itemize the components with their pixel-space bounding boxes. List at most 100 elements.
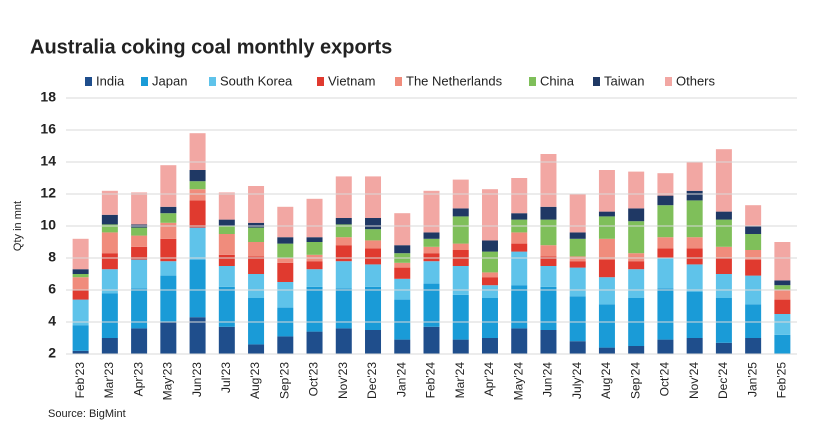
bar-segment [481, 272, 498, 278]
legend-label: India [96, 73, 125, 88]
bar-segment [686, 190, 703, 201]
bar-segment [686, 248, 703, 265]
bar-segment [540, 206, 557, 220]
x-tick-label: Apr'23 [131, 362, 145, 397]
x-tick-label: Nov'24 [687, 362, 701, 399]
bar-segment [131, 259, 148, 289]
bar-segment [715, 246, 732, 258]
bar-segment [569, 256, 586, 262]
legend-label: Vietnam [328, 73, 375, 88]
bar-segment [423, 246, 440, 254]
bar-segment [335, 237, 352, 246]
bar-segment [452, 216, 469, 244]
x-tick-label: Oct'24 [658, 362, 672, 397]
bar-segment [511, 285, 528, 329]
bar-segment [394, 213, 411, 246]
plot-area [72, 133, 791, 354]
bar-segment [686, 291, 703, 338]
bar-segment [628, 208, 645, 222]
y-axis-label: Qty in mnt [12, 201, 24, 251]
bar-segment [160, 261, 177, 276]
bar-segment [774, 334, 791, 354]
bar-segment [218, 234, 235, 255]
bar-segment [72, 277, 89, 290]
y-tick-label: 18 [40, 89, 56, 105]
bar-segment [306, 331, 323, 354]
x-tick-label: Oct'23 [307, 362, 321, 397]
bar-segment [101, 190, 118, 215]
bar-segment [715, 258, 732, 274]
x-tick-label: Sep'23 [277, 362, 291, 399]
bar-segment [745, 205, 762, 226]
bar-segment [218, 326, 235, 354]
bar-segment [72, 299, 89, 326]
y-tick-label: 16 [40, 121, 56, 137]
bar-segment [335, 218, 352, 225]
bar-segment [511, 232, 528, 244]
bar-segment [72, 290, 89, 300]
bar-segment [335, 261, 352, 289]
bar-segment [335, 288, 352, 329]
bar-segment [715, 149, 732, 212]
bar-segment [248, 242, 265, 257]
bar-segment [101, 253, 118, 270]
bar-segment [248, 274, 265, 298]
bar-segment [423, 283, 440, 327]
bar-segment [248, 256, 265, 274]
bar-segment [481, 251, 498, 273]
x-tick-label: Apr'24 [482, 362, 496, 397]
bar-segment [745, 250, 762, 260]
bar-segment [277, 237, 294, 244]
bar-segment [511, 243, 528, 252]
bar-segment [394, 339, 411, 354]
bar-segment [335, 224, 352, 238]
bar-segment [306, 237, 323, 242]
bar-segment [160, 206, 177, 214]
bar-segment [423, 238, 440, 247]
legend-swatch [395, 77, 402, 86]
bar-segment [218, 219, 235, 226]
bar-segment [481, 298, 498, 338]
bar-segment [277, 282, 294, 308]
bar-segment [715, 211, 732, 220]
bar-segment [306, 261, 323, 270]
bar-segment [452, 266, 469, 295]
x-tick-label: Feb'24 [424, 362, 438, 399]
bar-segment [452, 294, 469, 340]
x-tick-label: Jun'23 [190, 362, 204, 397]
bar-segment [686, 338, 703, 354]
bar-segment [335, 176, 352, 218]
x-tick-label: Mar'24 [453, 362, 467, 399]
bar-segment [511, 213, 528, 220]
bar-segment [101, 338, 118, 354]
bar-segment [218, 266, 235, 287]
bar-segment [569, 296, 586, 342]
y-tick-label: 8 [48, 249, 56, 265]
bar-segment [774, 299, 791, 314]
bar-segment [628, 346, 645, 354]
bar-segment [628, 269, 645, 298]
bar-segment [452, 208, 469, 217]
bar-segment [423, 261, 440, 284]
bar-segment [774, 290, 791, 300]
y-tick-label: 14 [40, 153, 56, 169]
legend-swatch [593, 77, 600, 86]
bar-segment [160, 275, 177, 322]
bar-segment [394, 299, 411, 340]
bar-segment [423, 232, 440, 239]
x-tick-label: Aug'24 [599, 362, 613, 399]
bar-segment [598, 170, 615, 212]
bar-segment [540, 256, 557, 266]
bar-segment [569, 341, 586, 354]
bar-segment [598, 216, 615, 239]
x-tick-label: Jan'24 [394, 362, 408, 397]
bar-segment [218, 192, 235, 220]
bar-segment [628, 261, 645, 270]
x-tick-label: Sep'24 [628, 362, 642, 399]
x-tick-label: July'24 [570, 362, 584, 399]
bar-segment [598, 277, 615, 305]
bar-segment [511, 178, 528, 214]
bar-segment [131, 227, 148, 236]
bar-segment [569, 232, 586, 239]
bar-segment [365, 240, 382, 249]
